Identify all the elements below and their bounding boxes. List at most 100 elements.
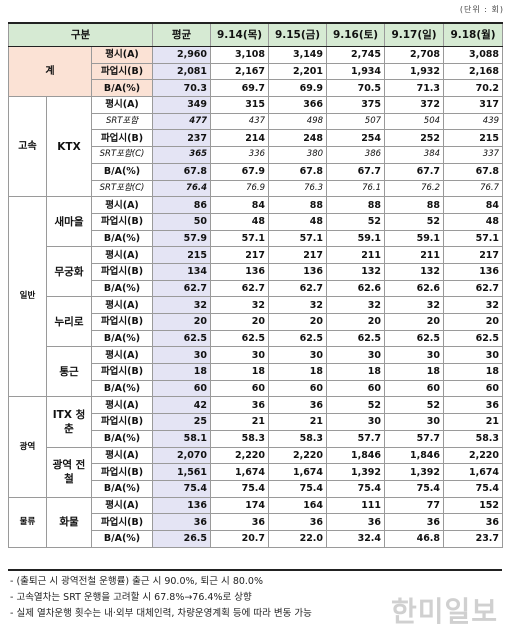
value-cell: 217 [443,246,504,264]
table-row: 파업시(B) 2,081 2,167 2,201 1,934 1,932 2,168 [9,62,504,81]
average-cell: 2,070 [152,446,212,465]
watermark-logo: 한미일보 [390,595,498,628]
row-kind-label: 평시(A) [90,496,154,515]
row-kind-label: 평시(A) [90,196,154,214]
row-kind-label: SRT포함 [90,112,154,131]
value-cell: 36 [443,513,504,531]
table-bottom-rule [8,569,502,571]
value-cell: 2,167 [210,62,270,81]
row-kind-label: 파업시(B) [90,62,154,81]
value-cell: 136 [443,262,504,281]
value-cell: 18 [210,363,270,381]
header-date: 9.15(금) [268,22,328,47]
value-cell: 504 [384,112,445,131]
table-row: 광역 전철 평시(A) 2,070 2,220 2,220 1,846 1,846 2,220 [9,446,504,498]
category-label: 일반 [8,196,47,398]
average-cell: 60 [152,379,212,398]
value-cell: 62.7 [268,279,328,298]
header-average: 평균 [152,22,212,47]
row-kind-label: 파업시(B) [90,313,154,331]
value-cell: 88 [384,196,445,214]
value-cell: 75.4 [443,479,504,498]
row-kind-label: 평시(A) [90,396,154,415]
value-cell: 217 [268,246,328,264]
value-cell: 58.3 [268,429,328,448]
table-row: SRT포함(C) 76.4 76.9 76.3 76.1 76.2 76.7 [9,179,504,198]
value-cell: 30 [326,413,386,431]
value-cell: 2,168 [443,62,504,81]
value-cell: 88 [326,196,386,214]
value-cell: 211 [384,246,445,264]
value-cell: 62.5 [443,329,504,348]
value-cell: 2,201 [268,62,328,81]
value-cell: 317 [443,96,504,114]
value-cell: 32 [384,296,445,314]
value-cell: 30 [384,413,445,431]
value-cell: 3,108 [210,46,270,64]
value-cell: 48 [268,212,328,231]
average-cell: 30 [152,346,212,365]
value-cell: 20 [326,313,386,331]
row-kind-label: B/A(%) [90,79,154,98]
average-cell: 58.1 [152,429,212,448]
value-cell: 136 [210,262,270,281]
value-cell: 62.5 [384,329,445,348]
row-kind-label: 평시(A) [90,446,154,465]
value-cell: 76.9 [210,179,270,198]
value-cell: 21 [210,413,270,431]
value-cell: 30 [384,346,445,365]
value-cell: 67.9 [210,162,270,181]
subcategory-label: 화물 [46,496,92,548]
value-cell: 57.1 [268,229,328,248]
subcategory-label: 무궁화 [46,246,92,298]
value-cell: 336 [210,146,270,164]
value-cell: 62.6 [384,279,445,298]
value-cell: 384 [384,146,445,164]
table-row: 고속 KTX 평시(A) 349 315 366 375 372 317 [8,96,504,198]
value-cell: 248 [268,129,328,148]
table-row: 누리로 평시(A) 32 32 32 32 32 32 [9,296,504,348]
row-kind-label: SRT포함(C) [90,146,154,164]
value-cell: 60 [268,379,328,398]
value-cell: 18 [326,363,386,381]
value-cell: 20 [210,313,270,331]
value-cell: 20 [268,313,328,331]
category-label: 물류 [8,496,47,548]
value-cell: 439 [443,112,504,131]
value-cell: 386 [326,146,386,164]
table-body: 계 평시(A) 2,960 3,108 3,149 2,745 2,708 3,088 파업시(… [8,45,504,548]
value-cell: 76.2 [384,179,445,198]
value-cell: 32.4 [326,529,386,548]
table-row: 광역 ITX 청춘 평시(A) 42 36 36 52 52 36 [8,396,504,498]
value-cell: 67.8 [443,162,504,181]
row-kind-label: 파업시(B) [90,129,154,148]
value-cell: 2,220 [443,446,504,465]
value-cell: 88 [268,196,328,214]
header-date: 9.18(월) [443,22,504,47]
value-cell: 84 [210,196,270,214]
average-cell: 76.4 [152,179,212,198]
table-row: B/A(%) 62.5 62.5 62.5 62.5 62.5 62.5 [9,329,504,348]
row-kind-label: 평시(A) [90,346,154,365]
value-cell: 52 [326,212,386,231]
value-cell: 1,392 [326,463,386,481]
row-kind-label: B/A(%) [90,229,154,248]
value-cell: 2,745 [326,46,386,64]
value-cell: 67.7 [384,162,445,181]
value-cell: 1,932 [384,62,445,81]
header-category: 구분 [7,22,154,47]
value-cell: 75.4 [210,479,270,498]
value-cell: 337 [443,146,504,164]
row-kind-label: SRT포함(C) [90,179,154,198]
subcategory-label: ITX 청춘 [46,396,92,448]
value-cell: 62.7 [210,279,270,298]
average-cell: 2,081 [152,62,212,81]
value-cell: 57.7 [326,429,386,448]
value-cell: 60 [210,379,270,398]
table-row: 물류 화물 평시(A) 136 174 164 111 77 152 [8,496,504,548]
value-cell: 315 [210,96,270,114]
value-cell: 48 [443,212,504,231]
subcategory-label: 새마을 [46,196,92,248]
value-cell: 215 [443,129,504,148]
average-cell: 1,561 [152,463,212,481]
